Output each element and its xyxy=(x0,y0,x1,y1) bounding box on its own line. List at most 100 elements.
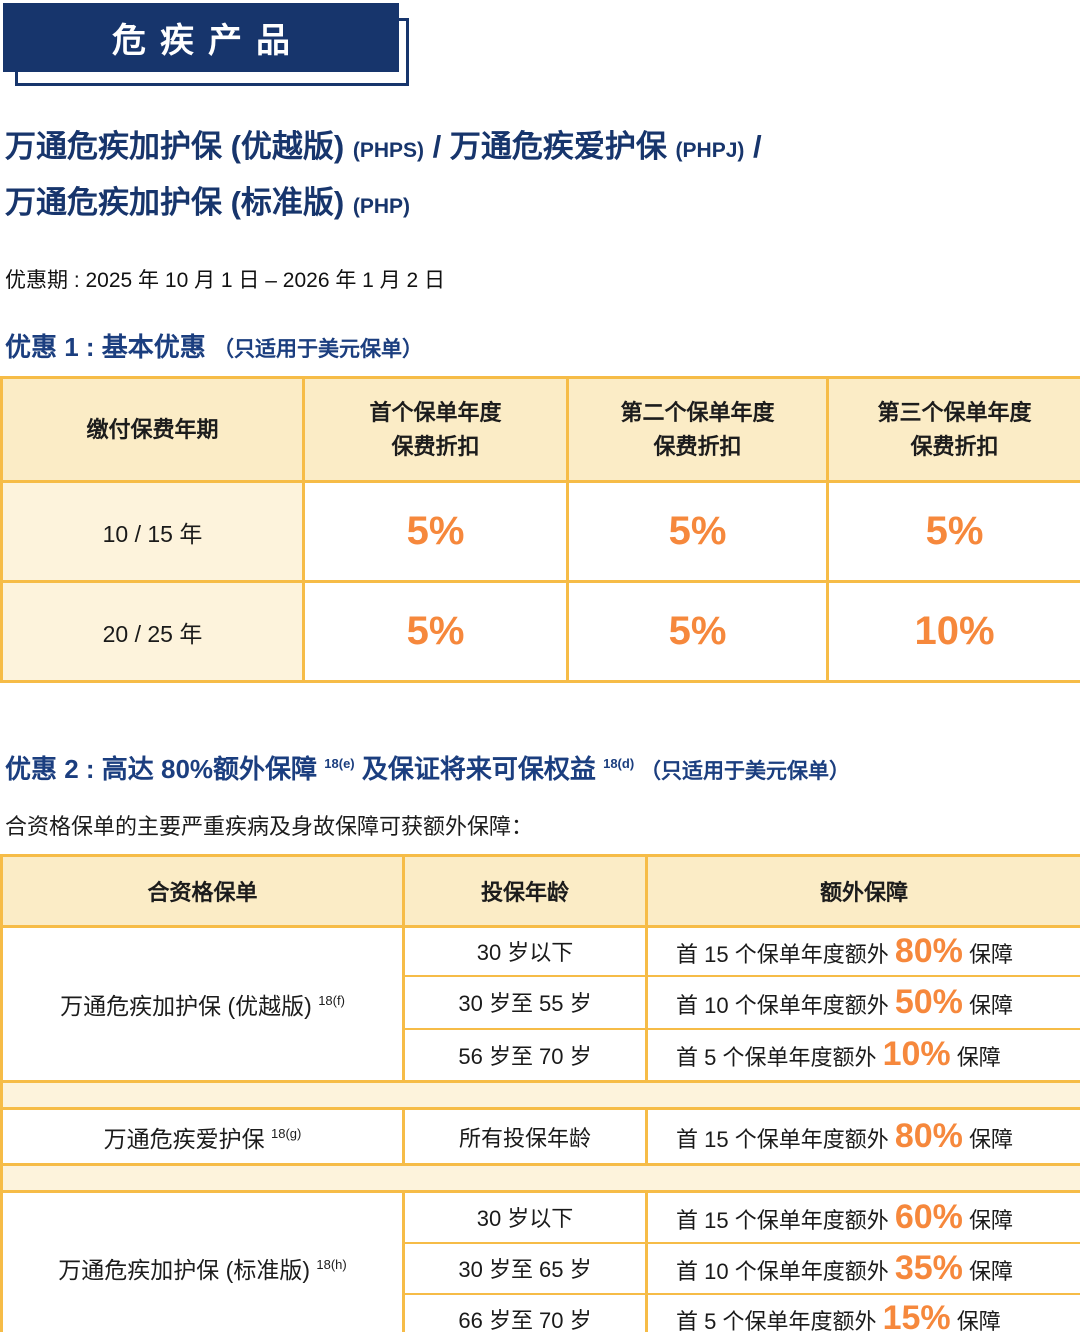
footnote-ref-18e: 18(e) xyxy=(324,756,355,771)
eligible-policy-header: 合资格保单 xyxy=(0,854,405,928)
year2-discount-header: 第二个保单年度 保费折扣 xyxy=(566,376,829,483)
offer2-heading-text-2: 及保证将来可保权益 xyxy=(354,754,604,784)
age-band-cell: 30 岁至 55 岁 xyxy=(402,974,648,1030)
title-code-phps: (PHPS) xyxy=(352,139,425,162)
benefit-cell: 首 10 个保单年度额外 35% 保障 xyxy=(645,1241,1080,1295)
page-title: 万通危疾加护保 (优越版) (PHPS) / 万通危疾爱护保 (PHPJ) / … xyxy=(5,121,1080,233)
separator-band-cell xyxy=(0,1163,1080,1193)
separator-band xyxy=(0,1080,1080,1110)
product-name: 万通危疾爱护保 xyxy=(103,1125,272,1152)
benefit-percent: 15% xyxy=(882,1299,951,1332)
title-separator-1: / xyxy=(424,129,450,164)
offer2-heading-text-1: 优惠 2 : 高达 80%额外保障 xyxy=(5,754,325,784)
title-code-phpj: (PHPJ) xyxy=(675,139,745,162)
discount-value: 5% xyxy=(302,480,569,583)
separator-band xyxy=(0,1163,1080,1193)
discount-value: 10% xyxy=(826,580,1080,683)
table-row: 30 岁至 65 岁 首 10 个保单年度额外 35% 保障 xyxy=(2,1241,1080,1295)
extra-coverage-header: 额外保障 xyxy=(645,854,1080,928)
discount-value: 5% xyxy=(826,480,1080,583)
offer2-heading: 优惠 2 : 高达 80%额外保障 18(e) 及保证将来可保权益 18(d) … xyxy=(5,748,1080,788)
discount-value: 5% xyxy=(566,580,829,683)
discount-value: 5% xyxy=(566,480,829,583)
benefit-text-pre: 首 15 个保单年度额外 xyxy=(676,941,895,967)
age-band-cell: 30 岁以下 xyxy=(402,925,648,977)
year3-discount-header-line2: 保费折扣 xyxy=(910,433,999,459)
age-band-cell: 30 岁至 65 岁 xyxy=(402,1241,648,1295)
offer1-heading-note: （只适用于美元保单） xyxy=(213,338,424,361)
age-band-cell: 所有投保年龄 xyxy=(402,1107,648,1166)
benefit-percent: 80% xyxy=(894,1117,963,1155)
issue-age-header: 投保年龄 xyxy=(402,854,648,928)
offer1-heading-text: 优惠 1 : 基本优惠 xyxy=(5,332,214,362)
table-row: 万通危疾加护保 (优越版) 18(f) 30 岁以下 首 15 个保单年度额外 … xyxy=(0,925,1080,1083)
offer2-table: 合资格保单 投保年龄 额外保障 万通危疾加护保 (优越版) 18(f) 30 岁… xyxy=(0,854,1080,1332)
benefit-percent: 10% xyxy=(882,1035,951,1074)
benefit-percent: 50% xyxy=(894,982,963,1021)
benefit-text-post: 保障 xyxy=(950,1045,1001,1071)
title-separator-2: / xyxy=(744,129,762,164)
year1-discount-header-line2: 保费折扣 xyxy=(391,433,480,459)
benefit-text-post: 保障 xyxy=(962,941,1013,967)
benefit-text-pre: 首 15 个保单年度额外 xyxy=(676,1207,895,1233)
benefit-cell: 首 10 个保单年度额外 50% 保障 xyxy=(645,974,1080,1030)
table-row: 56 岁至 70 岁 首 5 个保单年度额外 10% 保障 xyxy=(2,1027,1080,1083)
offer2-subline: 合资格保单的主要严重疾病及身故保障可获额外保障： xyxy=(5,814,534,839)
benefit-text-pre: 首 5 个保单年度额外 xyxy=(676,1045,883,1071)
benefit-percent: 60% xyxy=(894,1197,963,1236)
title-product-3: 万通危疾加护保 (标准版) xyxy=(5,185,353,220)
benefit-cell: 首 15 个保单年度额外 60% 保障 xyxy=(645,1190,1080,1244)
payment-term-header: 缴付保费年期 xyxy=(0,376,305,483)
separator-band-cell xyxy=(0,1080,1080,1110)
table-row: 万通危疾加护保 (标准版) 18(h) 30 岁以下 首 15 个保单年度额外 … xyxy=(0,1190,1080,1332)
title-code-php: (PHP) xyxy=(352,195,411,218)
year1-discount-header-line1: 首个保单年度 xyxy=(369,399,502,425)
age-band-cell: 56 岁至 70 岁 xyxy=(402,1027,648,1083)
footnote-ref-18g: 18(g) xyxy=(271,1125,302,1141)
offer1-table-header-row: 缴付保费年期 首个保单年度 保费折扣 第二个保单年度 保费折扣 第三个保单年度 … xyxy=(0,376,1080,483)
benefit-text-pre: 首 10 个保单年度额外 xyxy=(676,1258,895,1284)
payment-term-cell: 20 / 25 年 xyxy=(0,580,305,683)
year2-discount-header-line2: 保费折扣 xyxy=(653,433,742,459)
product-name: 万通危疾加护保 (优越版) xyxy=(60,993,319,1019)
table-row: 万通危疾爱护保 18(g) 所有投保年龄 首 15 个保单年度额外 80% 保障 xyxy=(0,1107,1080,1166)
year2-discount-header-line1: 第二个保单年度 xyxy=(620,399,775,425)
table-row: 66 岁至 70 岁 首 5 个保单年度额外 15% 保障 xyxy=(2,1292,1080,1332)
footnote-ref-18d: 18(d) xyxy=(603,756,635,771)
product-name-cell: 万通危疾爱护保 18(g) xyxy=(0,1107,405,1166)
benefit-cell: 首 5 个保单年度额外 15% 保障 xyxy=(645,1292,1080,1332)
title-product-1: 万通危疾加护保 (优越版) xyxy=(5,129,353,164)
offer2-table-header-row: 合资格保单 投保年龄 额外保障 xyxy=(0,854,1080,928)
promo-period: 优惠期 : 2025 年 10 月 1 日 – 2026 年 1 月 2 日 xyxy=(5,269,446,292)
age-band-cell: 66 岁至 70 岁 xyxy=(402,1292,648,1332)
benefit-text-post: 保障 xyxy=(962,1207,1013,1233)
product-category-badge: 危疾产品 xyxy=(3,3,399,72)
benefit-text-pre: 首 5 个保单年度额外 xyxy=(676,1309,883,1332)
discount-value: 5% xyxy=(302,580,569,683)
footnote-ref-18h: 18(h) xyxy=(316,1257,347,1272)
table-row: 30 岁至 55 岁 首 10 个保单年度额外 50% 保障 xyxy=(2,974,1080,1030)
payment-term-cell: 10 / 15 年 xyxy=(0,480,305,583)
benefit-cell: 首 15 个保单年度额外 80% 保障 xyxy=(645,1107,1080,1166)
benefit-cell: 首 5 个保单年度额外 10% 保障 xyxy=(645,1027,1080,1083)
title-product-2: 万通危疾爱护保 xyxy=(449,129,676,164)
benefit-text-post: 保障 xyxy=(962,1127,1013,1152)
offer1-heading: 优惠 1 : 基本优惠 （只适用于美元保单） xyxy=(5,331,1080,366)
benefit-text-pre: 首 15 个保单年度额外 xyxy=(676,1127,895,1152)
benefit-text-pre: 首 10 个保单年度额外 xyxy=(676,992,895,1018)
benefit-text-post: 保障 xyxy=(962,992,1013,1018)
benefit-text-post: 保障 xyxy=(962,1258,1013,1284)
footnote-ref-18f: 18(f) xyxy=(318,993,345,1008)
category-badge-area: 危疾产品 xyxy=(0,3,1080,91)
year1-discount-header: 首个保单年度 保费折扣 xyxy=(302,376,569,483)
benefit-cell: 首 15 个保单年度额外 80% 保障 xyxy=(645,925,1080,977)
year3-discount-header-line1: 第三个保单年度 xyxy=(877,399,1032,425)
product-name: 万通危疾加护保 (标准版) xyxy=(58,1257,317,1283)
table-row: 10 / 15 年 5% 5% 5% xyxy=(0,480,1080,583)
offer2-heading-note: （只适用于美元保单） xyxy=(634,760,850,783)
product-name-cell: 万通危疾加护保 (标准版) 18(h) xyxy=(0,1190,405,1332)
benefit-percent: 35% xyxy=(894,1248,963,1287)
year3-discount-header: 第三个保单年度 保费折扣 xyxy=(826,376,1080,483)
category-badge-label: 危疾产品 xyxy=(112,22,304,60)
